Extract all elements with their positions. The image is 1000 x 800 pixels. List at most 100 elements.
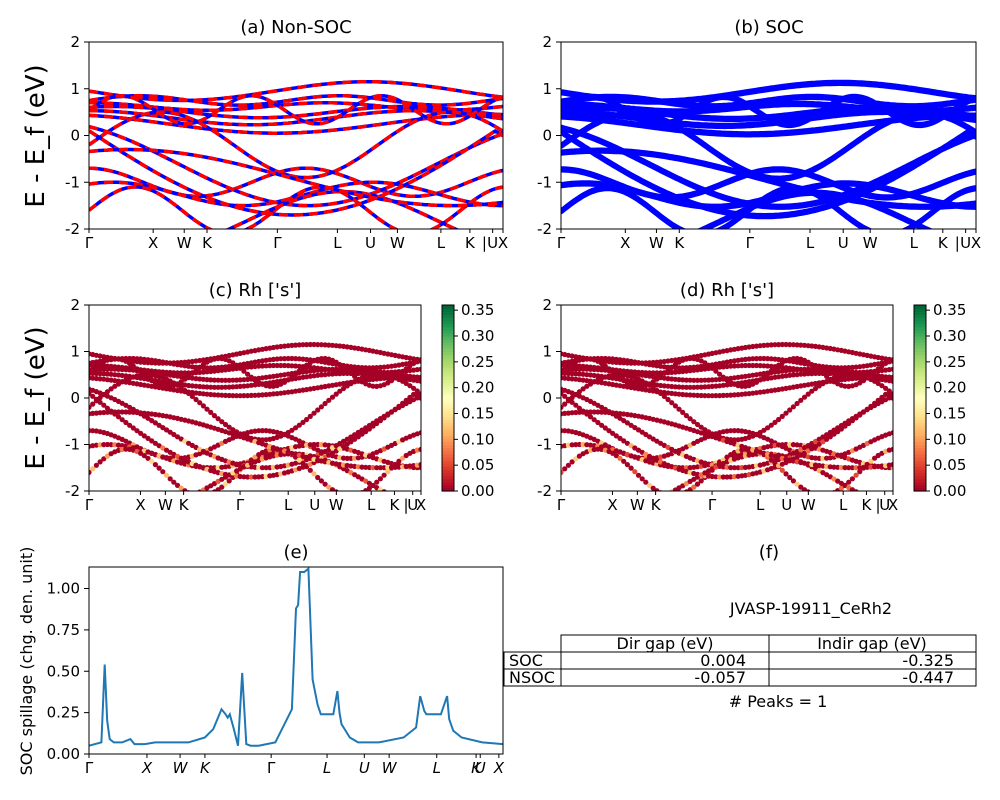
projection-point [204,406,210,412]
projection-point [337,371,343,377]
projection-point [130,363,136,369]
projection-point [757,363,763,369]
projection-point [846,372,852,378]
projection-point [591,409,597,415]
projection-point [97,442,103,448]
projection-point [219,384,225,390]
projection-point [115,366,122,372]
projection-point [130,409,136,415]
table-cell-2-2 [768,668,977,687]
colorbar-segment [914,323,926,328]
x-tick-label: K [202,234,213,252]
projection-point [842,423,848,429]
projection-point [248,392,254,398]
table-footer-peaks: # Peaks = 1 [729,692,828,711]
colorbar-segment [914,478,926,483]
x-tick-label: W [329,496,344,514]
projection-point [237,473,243,480]
colorbar-segment [914,422,926,427]
projection-point [687,355,693,362]
colorbar-segment [442,323,454,328]
projection-point [569,410,575,416]
colorbar-segment [914,373,926,377]
projection-point [639,476,645,482]
projection-point [890,374,893,380]
projection-point [278,362,284,369]
projection-point [97,376,103,382]
projection-point [370,423,376,429]
projection-point [683,384,690,390]
projection-point [211,384,217,390]
projection-point [731,428,738,434]
projection-point [824,373,830,379]
projection-point [293,342,299,348]
projection-point [794,481,800,487]
projection-point [374,479,380,485]
gap-table [503,634,977,687]
projection-point [182,359,188,365]
projection-point [296,368,302,374]
projection-point [377,465,383,471]
projection-point [226,424,232,430]
projection-point [576,409,583,415]
projection-point [156,422,162,428]
projection-point [783,341,789,348]
colorbar-segment [914,401,926,405]
projection-point [152,440,158,446]
projection-point [322,400,328,407]
projection-point [724,454,730,460]
projection-point [857,465,863,471]
x-tick-label: K [651,496,662,514]
projection-point [816,455,822,461]
projection-point [112,366,118,372]
x-tick-label: X [493,759,505,777]
panel-d-yticks: -2 -1 0 1 2 [537,296,561,500]
projection-point [355,376,361,382]
projection-point [326,484,332,490]
projection-point [259,437,265,443]
band-line-soc-split [561,132,976,220]
colorbar-segment [914,382,926,387]
projection-point [768,342,774,348]
projection-point [123,367,129,373]
colorbar-tick-label: 0.00 [933,482,966,500]
projection-point [872,400,878,406]
x-tick-label: K [938,234,949,252]
projection-point [281,356,288,362]
colorbar-segment [914,354,926,359]
projection-point [414,374,420,380]
projection-point [864,464,870,470]
projection-point [318,356,324,362]
projection-point [377,476,383,482]
projection-point [104,453,110,459]
projection-point [90,466,96,472]
projection-point [742,362,749,369]
projection-point [222,384,229,390]
y-tick-label: 2 [542,296,552,314]
projection-point [713,474,719,480]
colorbar-segment [914,407,926,411]
projection-point [355,464,361,470]
colorbar-segment [914,336,926,340]
colorbar-segment [914,472,926,477]
projection-point [370,465,376,471]
colorbar-segment [914,314,926,318]
projection-point [204,365,210,371]
projection-point [624,440,631,446]
x-tick-label: W [801,496,816,514]
y-tick-label: -1 [65,173,80,191]
projection-point [827,376,833,382]
projection-point [580,409,586,415]
projection-point [635,383,642,389]
projection-point [809,388,815,394]
y-tick-label: 1 [542,80,552,98]
projection-point [868,372,874,378]
projection-point [573,456,579,462]
table-nsoc-dir-gap: -0.057 [694,668,746,687]
colorbar-segment [442,336,454,340]
projection-point [130,355,136,362]
projection-point [396,458,402,464]
projection-point [245,371,251,377]
projection-point [97,459,103,465]
colorbar-segment [442,317,454,322]
